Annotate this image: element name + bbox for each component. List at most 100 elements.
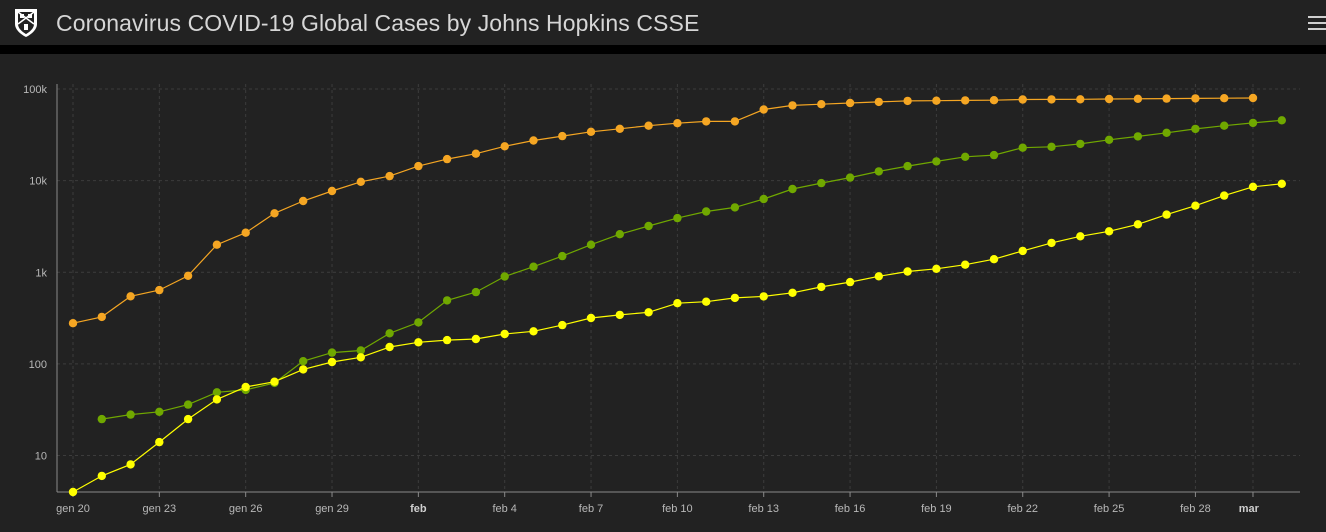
data-point-green[interactable] xyxy=(1104,135,1114,144)
data-point-orange[interactable] xyxy=(183,271,193,280)
data-point-orange[interactable] xyxy=(1191,94,1200,103)
data-point-orange[interactable] xyxy=(442,154,452,164)
data-point-green[interactable] xyxy=(845,173,855,182)
data-point-orange[interactable] xyxy=(126,292,135,301)
data-point-orange[interactable] xyxy=(644,121,653,130)
data-point-orange[interactable] xyxy=(558,131,567,141)
data-point-yellow[interactable] xyxy=(673,299,682,308)
data-point-yellow[interactable] xyxy=(1277,179,1287,188)
data-point-orange[interactable] xyxy=(586,127,596,136)
data-point-green[interactable] xyxy=(817,178,826,188)
data-point-orange[interactable] xyxy=(845,98,855,108)
data-point-green[interactable] xyxy=(356,346,365,355)
data-point-yellow[interactable] xyxy=(989,255,999,264)
data-point-green[interactable] xyxy=(874,167,883,176)
data-point-orange[interactable] xyxy=(356,177,365,186)
data-point-green[interactable] xyxy=(759,194,768,204)
data-point-yellow[interactable] xyxy=(615,310,624,320)
data-point-yellow[interactable] xyxy=(759,292,768,301)
data-point-green[interactable] xyxy=(1133,132,1143,141)
data-point-green[interactable] xyxy=(586,240,596,249)
data-point-green[interactable] xyxy=(327,348,337,357)
data-point-green[interactable] xyxy=(1191,124,1200,134)
data-point-yellow[interactable] xyxy=(241,382,250,392)
data-point-orange[interactable] xyxy=(212,240,222,249)
data-point-orange[interactable] xyxy=(932,96,941,105)
data-point-green[interactable] xyxy=(702,207,711,216)
data-point-yellow[interactable] xyxy=(788,288,797,297)
data-point-orange[interactable] xyxy=(270,209,279,218)
data-point-green[interactable] xyxy=(385,329,394,338)
data-point-orange[interactable] xyxy=(961,96,970,105)
data-point-yellow[interactable] xyxy=(1133,220,1143,229)
data-point-yellow[interactable] xyxy=(586,313,596,323)
data-point-yellow[interactable] xyxy=(529,327,538,336)
data-point-yellow[interactable] xyxy=(1191,201,1200,210)
data-point-green[interactable] xyxy=(212,388,222,397)
data-point-yellow[interactable] xyxy=(356,353,365,362)
data-point-orange[interactable] xyxy=(471,149,481,158)
data-point-green[interactable] xyxy=(183,400,193,409)
data-point-green[interactable] xyxy=(126,410,135,419)
data-point-orange[interactable] xyxy=(1133,94,1143,103)
hamburger-menu-icon[interactable] xyxy=(1308,14,1326,32)
data-point-yellow[interactable] xyxy=(961,260,970,269)
data-point-yellow[interactable] xyxy=(471,334,481,344)
data-point-yellow[interactable] xyxy=(1047,238,1056,248)
data-point-yellow[interactable] xyxy=(644,308,653,317)
data-point-yellow[interactable] xyxy=(932,264,941,273)
data-point-yellow[interactable] xyxy=(126,460,135,469)
data-point-yellow[interactable] xyxy=(817,282,826,292)
data-point-green[interactable] xyxy=(730,203,740,212)
data-point-orange[interactable] xyxy=(500,142,509,151)
data-point-green[interactable] xyxy=(1277,116,1287,125)
data-point-orange[interactable] xyxy=(1162,94,1171,103)
data-point-green[interactable] xyxy=(97,414,107,424)
data-point-orange[interactable] xyxy=(615,124,624,133)
data-point-orange[interactable] xyxy=(730,117,740,126)
data-point-yellow[interactable] xyxy=(1162,210,1171,219)
data-point-orange[interactable] xyxy=(1018,95,1027,104)
data-point-orange[interactable] xyxy=(759,105,768,114)
data-point-yellow[interactable] xyxy=(212,395,222,404)
data-point-green[interactable] xyxy=(961,152,970,161)
data-point-orange[interactable] xyxy=(1220,94,1229,103)
data-point-orange[interactable] xyxy=(1047,95,1056,104)
data-point-yellow[interactable] xyxy=(68,487,78,497)
data-point-yellow[interactable] xyxy=(874,272,883,281)
data-point-green[interactable] xyxy=(500,272,509,281)
data-point-green[interactable] xyxy=(299,357,308,366)
data-point-yellow[interactable] xyxy=(845,277,855,287)
data-point-orange[interactable] xyxy=(414,161,423,171)
data-point-orange[interactable] xyxy=(1248,93,1258,103)
data-point-orange[interactable] xyxy=(299,196,308,206)
data-point-green[interactable] xyxy=(903,161,912,171)
data-point-orange[interactable] xyxy=(241,228,250,237)
data-point-orange[interactable] xyxy=(817,100,826,109)
data-point-green[interactable] xyxy=(1162,128,1171,137)
data-point-green[interactable] xyxy=(529,262,538,271)
data-point-yellow[interactable] xyxy=(327,357,337,367)
data-point-yellow[interactable] xyxy=(183,414,193,424)
data-point-green[interactable] xyxy=(1018,143,1027,152)
data-point-green[interactable] xyxy=(673,213,682,223)
data-point-yellow[interactable] xyxy=(299,365,308,374)
data-point-green[interactable] xyxy=(414,318,423,327)
data-point-green[interactable] xyxy=(932,157,941,166)
data-point-orange[interactable] xyxy=(385,171,394,181)
data-point-orange[interactable] xyxy=(529,136,538,145)
data-point-orange[interactable] xyxy=(702,117,711,126)
data-point-yellow[interactable] xyxy=(1248,182,1258,191)
data-point-orange[interactable] xyxy=(1104,94,1114,104)
data-point-orange[interactable] xyxy=(788,101,797,110)
data-point-orange[interactable] xyxy=(327,186,337,196)
data-point-yellow[interactable] xyxy=(414,338,423,347)
data-point-yellow[interactable] xyxy=(1104,227,1114,236)
data-point-orange[interactable] xyxy=(97,312,107,322)
data-point-green[interactable] xyxy=(558,251,567,261)
data-point-yellow[interactable] xyxy=(1220,191,1229,200)
data-point-green[interactable] xyxy=(442,296,452,305)
data-point-green[interactable] xyxy=(788,184,797,194)
data-point-orange[interactable] xyxy=(1076,95,1085,104)
data-point-yellow[interactable] xyxy=(385,342,394,352)
